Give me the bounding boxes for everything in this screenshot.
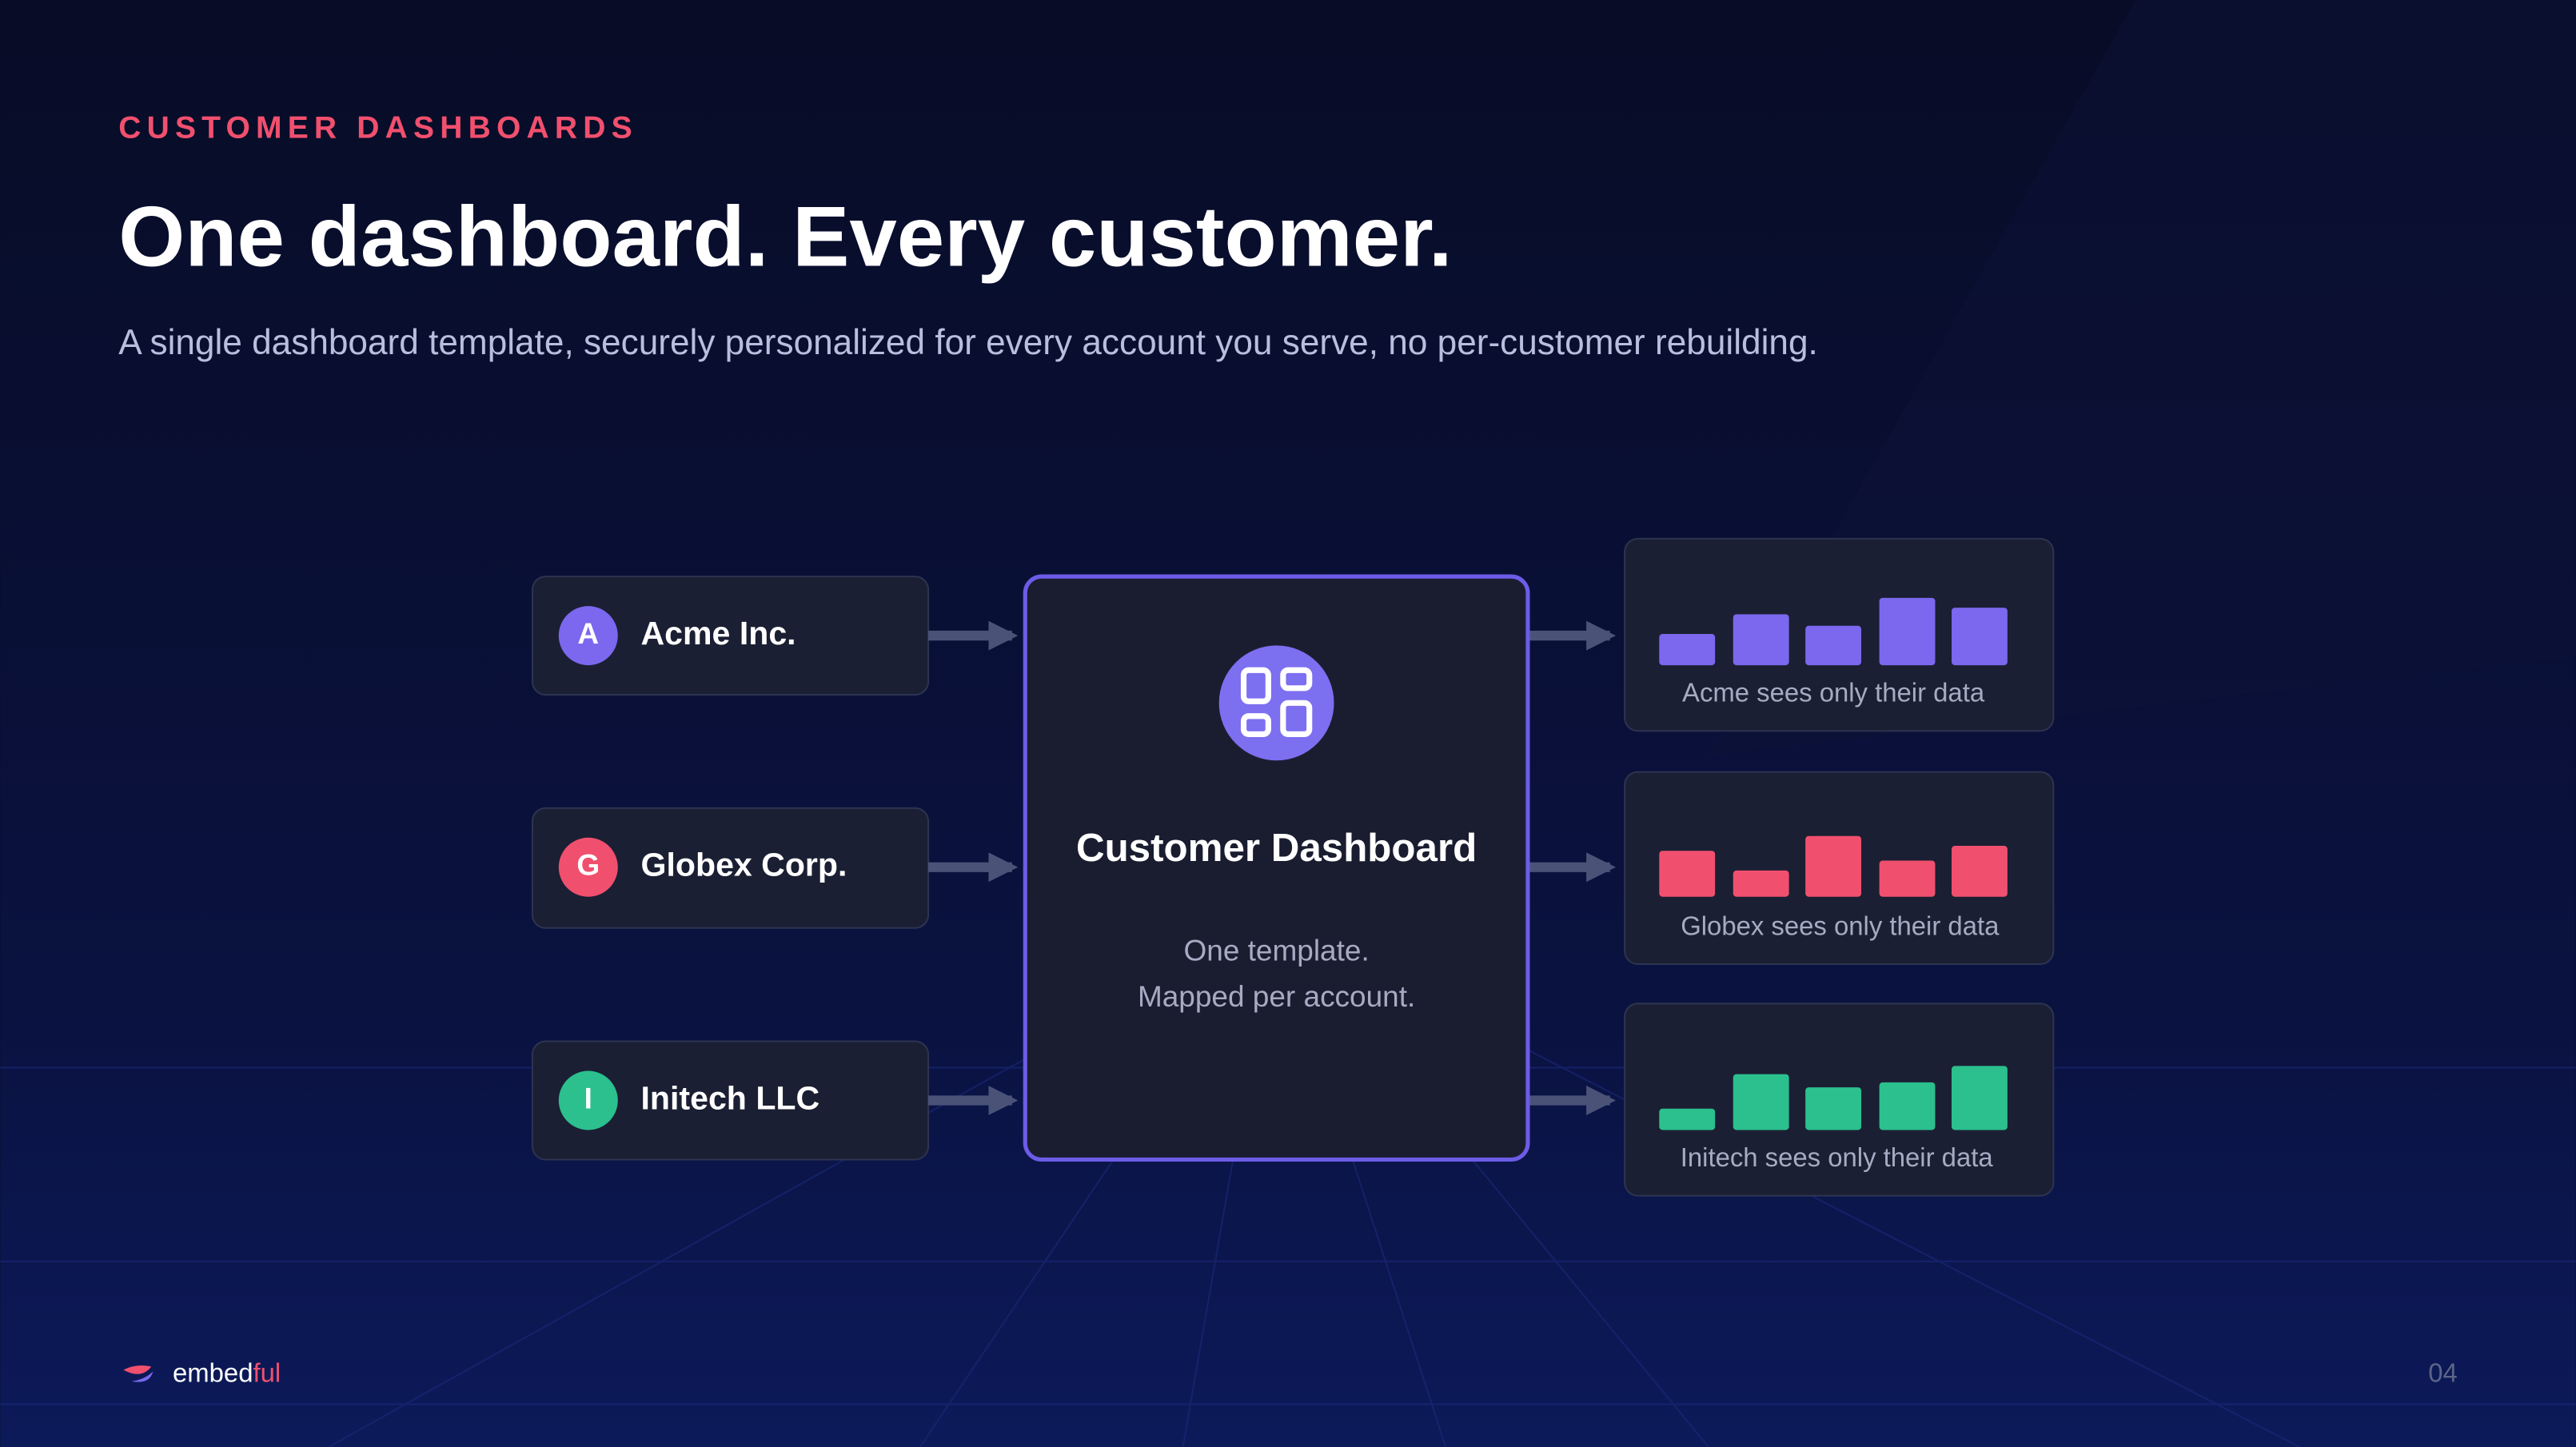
customer-name: Initech LLC [641, 1079, 820, 1116]
logo: embedful [123, 1357, 281, 1387]
center-line: One template. [1184, 934, 1370, 967]
center-title: Customer Dashboard [1076, 826, 1477, 870]
customer-name: Acme Inc. [641, 615, 796, 652]
output-card: Acme sees only their data [1624, 537, 2055, 732]
arrows [928, 620, 1617, 1115]
logo-main: embed [173, 1357, 253, 1387]
subtitle: A single dashboard template, securely pe… [118, 323, 1818, 362]
logo-text: embedful [173, 1357, 281, 1387]
eyebrow: CUSTOMER DASHBOARDS [118, 111, 638, 145]
output-caption: Globex sees only their data [1681, 911, 2000, 940]
customer-name: Globex Corp. [641, 847, 847, 883]
customer-card: A Acme Inc. [531, 576, 930, 696]
customer-card: G Globex Corp. [531, 807, 930, 929]
avatar-initial: G [576, 849, 600, 882]
title: One dashboard. Every customer. [118, 188, 1452, 284]
center-line: Mapped per account. [1138, 980, 1415, 1013]
output-caption: Initech sees only their data [1681, 1142, 1994, 1172]
output-caption: Acme sees only their data [1682, 678, 1985, 708]
center-card: Customer Dashboard One template. Mapped … [1023, 574, 1530, 1162]
output-card: Globex sees only their data [1624, 771, 2055, 966]
customer-card: I Initech LLC [531, 1040, 930, 1161]
logo-accent: ful [253, 1357, 281, 1387]
avatar-initial: A [577, 617, 599, 650]
page-number: 04 [2428, 1357, 2458, 1387]
avatar-initial: I [584, 1082, 592, 1114]
output-card: Initech sees only their data [1624, 1003, 2055, 1197]
